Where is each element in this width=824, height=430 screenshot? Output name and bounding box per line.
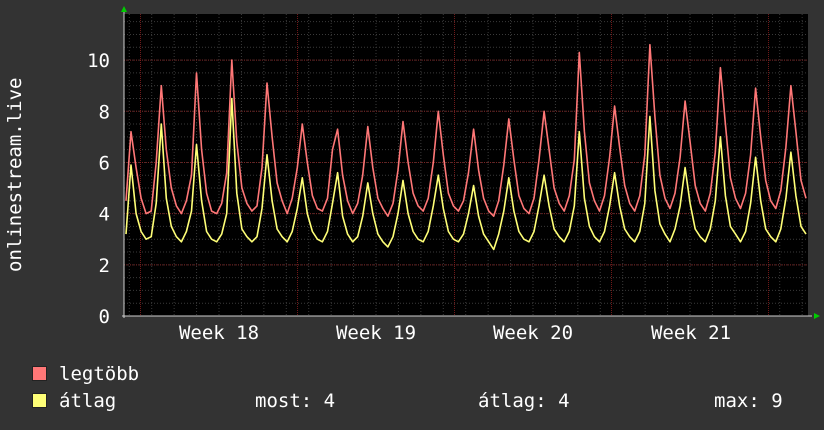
y-axis-arrow: [121, 6, 127, 12]
stat-avg: átlag: 4: [478, 389, 570, 413]
x-tick-label: Week 20: [493, 322, 573, 344]
legend-swatch-avg: [32, 393, 47, 408]
series-line-avg: [125, 97, 807, 251]
y-tick-label: 2: [99, 255, 110, 277]
stat-max: max: 9: [714, 389, 783, 413]
legend-label-max: legtöbb: [59, 363, 140, 385]
x-tick-label: Week 19: [336, 322, 416, 344]
y-axis-label: onlinestream.live: [4, 77, 26, 272]
legend-label-avg: átlag: [59, 390, 117, 412]
legend-item-avg: átlag: [32, 389, 116, 413]
x-axis-arrow: [814, 313, 820, 319]
legend-swatch-max: [32, 366, 47, 381]
y-tick-label: 0: [99, 306, 110, 328]
stat-max-value: 9: [771, 390, 783, 412]
stat-most-value: 4: [323, 390, 336, 412]
x-tick-label: Week 21: [651, 322, 731, 344]
stat-avg-value: 4: [558, 390, 570, 412]
y-tick-label: 6: [99, 152, 110, 174]
legend-item-max: legtöbb: [32, 362, 139, 386]
y-tick-label: 4: [99, 204, 110, 226]
x-tick-label: Week 18: [179, 322, 259, 344]
stat-avg-label: átlag:: [478, 390, 547, 412]
stat-most-label: most:: [255, 390, 313, 412]
stat-most: most: 4: [255, 389, 335, 413]
y-tick-label: 8: [99, 101, 110, 123]
y-tick-label: 10: [87, 50, 110, 72]
series-line-max: [125, 43, 807, 217]
plot-area: 0 2 4 6 8 10 Week 18 Week 19 Week 20 Week 21: [87, 6, 820, 344]
stat-max-label: max:: [714, 390, 760, 412]
